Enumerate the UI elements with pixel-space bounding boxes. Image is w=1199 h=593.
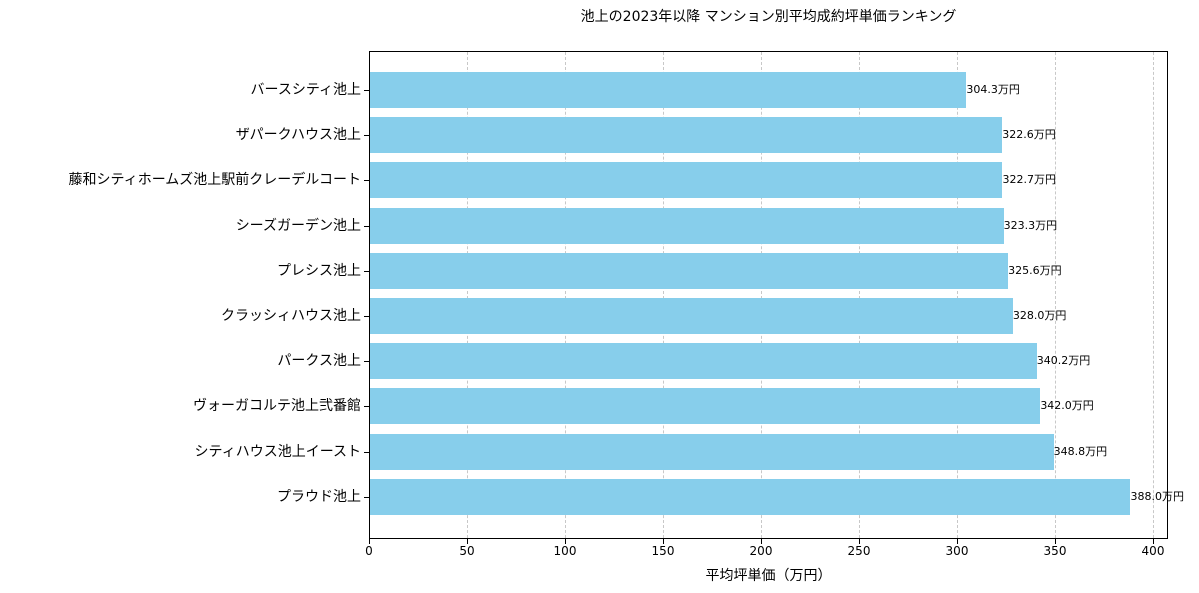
gridline xyxy=(859,52,860,538)
bar xyxy=(370,207,1004,244)
bar-value-label: 328.0万円 xyxy=(1012,309,1067,322)
x-tick-label: 100 xyxy=(553,544,577,558)
y-tick xyxy=(364,316,369,317)
x-axis-title: 平均坪単価（万円） xyxy=(705,568,832,584)
x-tick-label: 200 xyxy=(749,544,773,558)
bar-value-label: 304.3万円 xyxy=(966,83,1020,96)
y-tick xyxy=(364,90,369,91)
y-tick xyxy=(364,406,369,408)
x-tick xyxy=(957,539,958,544)
bar-value-label: 322.7万円 xyxy=(1002,173,1056,187)
y-tick-label: シティハウス池上イースト xyxy=(194,443,361,460)
x-tick-label: 350 xyxy=(1043,544,1067,558)
bar-value-label: 388.0万円 xyxy=(1130,489,1184,503)
y-tick-label: ヴォーガコルテ池上弐番館 xyxy=(193,398,361,415)
y-tick-label: プレシス池上 xyxy=(277,262,361,279)
bar xyxy=(370,388,1041,425)
x-tick xyxy=(761,539,762,544)
x-tick-label: 250 xyxy=(847,544,871,558)
gridline xyxy=(761,52,762,538)
bar xyxy=(370,478,1131,515)
y-tick xyxy=(364,361,369,363)
x-tick-label: 150 xyxy=(651,544,675,558)
gridline xyxy=(957,52,958,538)
x-tick xyxy=(565,539,566,544)
y-tick xyxy=(364,135,369,137)
y-tick-label: シーズガーデン池上 xyxy=(235,217,361,234)
gridline xyxy=(1153,52,1154,538)
x-tick xyxy=(369,539,370,544)
bar-value-label: 325.6万円 xyxy=(1008,263,1062,277)
gridline xyxy=(663,52,664,538)
x-tick xyxy=(467,539,468,544)
gridline xyxy=(467,52,468,538)
bar xyxy=(370,298,1013,334)
gridline xyxy=(1055,52,1056,538)
bar xyxy=(370,433,1054,470)
y-tick-label: 藤和シティホームズ池上駅前クレーデルコート xyxy=(68,172,361,189)
x-tick-label: 50 xyxy=(459,544,475,558)
bar-value-label: 323.3万円 xyxy=(1003,218,1058,232)
bar xyxy=(370,252,1009,289)
x-tick-label: 300 xyxy=(945,544,969,558)
bar xyxy=(370,343,1037,380)
y-tick-label: バースシティ池上 xyxy=(250,82,361,98)
bar-value-label: 340.2万円 xyxy=(1036,354,1091,368)
y-tick-label: ザパークハウス池上 xyxy=(235,127,361,144)
bar-value-label: 348.8万円 xyxy=(1053,444,1108,458)
gridline xyxy=(565,52,566,538)
y-tick xyxy=(364,451,369,453)
bar xyxy=(370,72,967,108)
chart-title: 池上の2023年以降 マンション別平均成約坪単価ランキング xyxy=(580,9,957,25)
y-tick-label: パークス池上 xyxy=(277,353,361,370)
y-tick xyxy=(364,270,369,272)
y-tick-label: プラウド池上 xyxy=(277,488,361,505)
plot-area: 304.3万円 322.6万円 322.7万円 323.3万円 325.6万円 328.0… xyxy=(369,51,1184,539)
bar-value-label: 322.6万円 xyxy=(1002,128,1056,142)
bar xyxy=(370,117,1003,154)
x-tick-label: 0 xyxy=(365,544,373,558)
x-tick xyxy=(1055,539,1056,544)
bar-value-label: 342.0万円 xyxy=(1040,399,1094,413)
y-tick xyxy=(364,496,369,498)
y-tick xyxy=(364,180,369,182)
bar xyxy=(370,162,1003,199)
y-tick-label: クラッシィハウス池上 xyxy=(221,308,361,324)
x-tick xyxy=(1153,539,1154,544)
x-tick xyxy=(859,539,860,544)
x-tick xyxy=(663,539,664,544)
x-tick-label: 400 xyxy=(1141,544,1165,558)
y-tick xyxy=(364,225,369,227)
